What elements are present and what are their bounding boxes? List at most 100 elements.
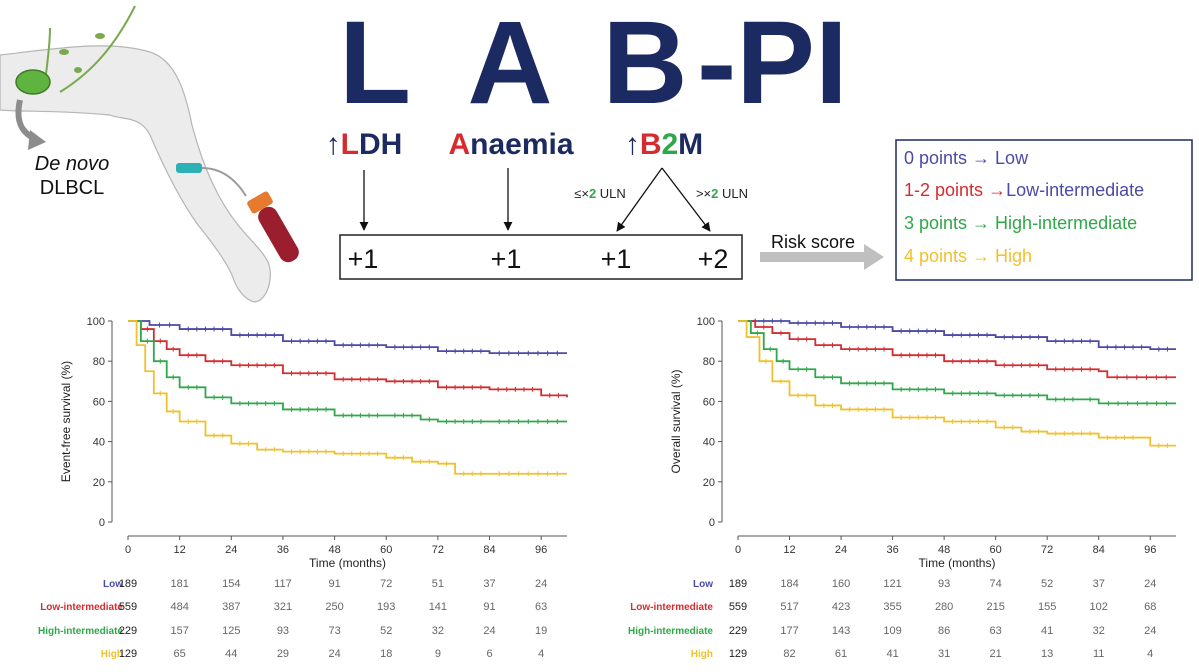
risk-table-cell: 19: [535, 625, 547, 637]
title-letter-l: L: [339, 0, 411, 129]
risk-table-row-label: High-intermediate: [38, 626, 123, 637]
risk-table-row-label: High-intermediate: [628, 626, 713, 637]
risk-table-cell: 37: [1093, 578, 1105, 590]
x-tick-label: 84: [1093, 544, 1105, 556]
survival-curve-high-intermediate: [128, 320, 567, 423]
risk-table-cell: 154: [222, 578, 240, 590]
risk-table-cell: 9: [435, 648, 441, 660]
risk-legend-item: 0 points → Low: [904, 148, 1029, 168]
risk-table-cell: 215: [986, 601, 1004, 613]
x-tick-label: 72: [432, 544, 444, 556]
butterfly-needle-icon: [176, 163, 202, 173]
risk-table-cell: 74: [990, 578, 1002, 590]
risk-table-cell: 229: [729, 625, 747, 637]
risk-table-cell: 109: [883, 625, 901, 637]
survival-curve-low-intermediate: [738, 320, 1176, 379]
risk-table-cell: 102: [1090, 601, 1108, 613]
lymph-node-small: [59, 49, 69, 55]
factor-b2m: ↑B2M: [625, 128, 703, 161]
risk-score-arrow-icon: [760, 244, 884, 270]
risk-table-cell: 157: [170, 625, 188, 637]
risk-table-cell: 484: [170, 601, 188, 613]
risk-table-cell: 125: [222, 625, 240, 637]
x-tick-label: 0: [735, 544, 741, 556]
risk-table-cell: 21: [990, 648, 1002, 660]
x-tick-label: 24: [835, 544, 847, 556]
risk-table-cell: 51: [432, 578, 444, 590]
risk-table-cell: 63: [535, 601, 547, 613]
y-tick-label: 20: [703, 477, 715, 489]
x-tick-label: 36: [277, 544, 289, 556]
b2m-high-arrow: [661, 167, 711, 232]
risk-table-cell: 177: [780, 625, 798, 637]
y-tick-label: 80: [93, 356, 105, 368]
y-tick-label: 40: [93, 437, 105, 449]
b2m-low-branch-label: ≤×2 ULN: [574, 186, 626, 201]
lymph-node-icon: [15, 69, 51, 95]
risk-table-cell: 129: [119, 648, 137, 660]
risk-legend-item: 3 points → High-intermediate: [904, 213, 1137, 233]
risk-table-cell: 41: [886, 648, 898, 660]
risk-table-row-label: High: [691, 649, 713, 660]
y-axis-label: Event-free survival (%): [59, 361, 73, 482]
lymph-node-small: [95, 33, 105, 39]
risk-table-cell: 121: [883, 578, 901, 590]
factor-anaemia: Anaemia: [448, 128, 573, 161]
survival-curve-high: [128, 320, 567, 475]
risk-score-label: Risk score: [771, 232, 855, 252]
risk-table-row-label: Low-intermediate: [40, 602, 123, 613]
survival-curve-low: [738, 320, 1176, 351]
event-free-survival-chart: 0 20 40 60 80 100 Event-free survival (%) 0 12 24…: [38, 316, 568, 660]
y-tick-label: 100: [697, 316, 715, 328]
risk-table-cell: 82: [783, 648, 795, 660]
risk-table-cell: 321: [274, 601, 292, 613]
risk-table-cell: 18: [380, 648, 392, 660]
risk-table-cell: 280: [935, 601, 953, 613]
risk-table-cell: 32: [1093, 625, 1105, 637]
y-tick-label: 0: [709, 517, 715, 529]
de-novo-label: De novo: [35, 153, 110, 175]
risk-table-cell: 44: [225, 648, 237, 660]
b2m-low-arrow: [616, 167, 663, 232]
dlbcl-label: DLBCL: [40, 177, 104, 199]
risk-table-cell: 24: [535, 578, 547, 590]
y-tick-label: 80: [703, 356, 715, 368]
y-tick-label: 60: [703, 396, 715, 408]
x-tick-label: 12: [783, 544, 795, 556]
title-letter-a: A: [467, 0, 552, 129]
risk-table-cell: 68: [1144, 601, 1156, 613]
risk-table-cell: 517: [780, 601, 798, 613]
torso-outline: [0, 45, 271, 303]
title-suffix: -PI: [697, 0, 848, 129]
anaemia-point: +1: [491, 244, 522, 274]
risk-table-cell: 24: [328, 648, 340, 660]
risk-table-cell: 32: [432, 625, 444, 637]
y-axis-label: Overall survival (%): [669, 369, 683, 473]
y-tick-label: 0: [99, 517, 105, 529]
risk-table-cell: 41: [1041, 625, 1053, 637]
y-tick-label: 40: [703, 437, 715, 449]
risk-table-cell: 6: [486, 648, 492, 660]
risk-table-cell: 73: [328, 625, 340, 637]
y-tick-label: 60: [93, 396, 105, 408]
title-letter-b: B: [602, 0, 687, 129]
risk-table-cell: 355: [883, 601, 901, 613]
risk-table-cell: 63: [990, 625, 1002, 637]
risk-table-cell: 37: [483, 578, 495, 590]
x-tick-label: 60: [380, 544, 392, 556]
b2m-high-branch-label: >×2 ULN: [696, 186, 748, 201]
risk-table-cell: 387: [222, 601, 240, 613]
risk-table-cell: 4: [1147, 648, 1153, 660]
risk-table-cell: 11: [1093, 648, 1104, 660]
x-tick-label: 36: [886, 544, 898, 556]
survival-curve-low-intermediate: [128, 320, 568, 398]
risk-table-cell: 31: [938, 648, 950, 660]
x-tick-label: 24: [225, 544, 237, 556]
risk-table-cell: 72: [380, 578, 392, 590]
x-tick-label: 0: [125, 544, 131, 556]
x-axis-label: Time (months): [919, 556, 996, 570]
risk-table-cell: 181: [170, 578, 188, 590]
y-tick-label: 100: [87, 316, 105, 328]
risk-legend-item: 4 points → High: [904, 246, 1032, 266]
